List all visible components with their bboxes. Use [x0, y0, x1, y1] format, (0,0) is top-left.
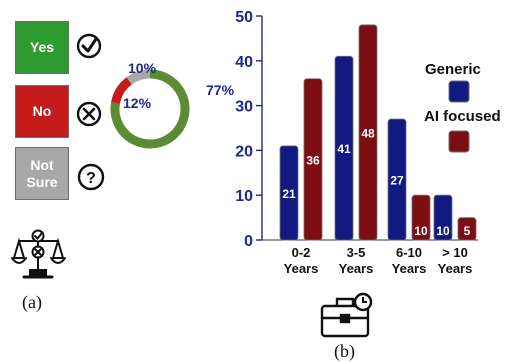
x-tick-label: > 10 — [442, 245, 468, 260]
x-tick-label: 3-5 — [347, 245, 366, 260]
y-tick-label: 40 — [235, 54, 253, 71]
legend-swatch-generic — [448, 80, 470, 103]
check-circle-icon — [76, 33, 102, 59]
x-circle-icon — [76, 101, 102, 127]
bar-generic-2 — [387, 118, 407, 241]
legend-swatch-ai-focused — [448, 130, 470, 153]
choice-box-not-sure: Not Sure — [15, 147, 69, 200]
bar-chart: 0102030405021360-2Years41483-5Years27106… — [235, 9, 478, 276]
bar-generic-0 — [279, 145, 299, 241]
bar-ai-focused-0 — [303, 78, 323, 241]
bar-value-label: 10 — [436, 224, 450, 238]
legend-label-ai-focused: AI focused — [424, 108, 501, 125]
x-tick-label: Years — [392, 261, 427, 276]
briefcase-clock-icon — [320, 292, 373, 338]
x-tick-label: Years — [284, 261, 319, 276]
bar-value-label: 10 — [414, 224, 428, 238]
x-tick-label: Years — [438, 261, 473, 276]
bar-ai-focused-3 — [457, 217, 477, 241]
bar-generic-3 — [433, 194, 453, 241]
y-tick-label: 50 — [235, 9, 253, 26]
x-tick-label: 6-10 — [396, 245, 422, 260]
panel-a-caption: (a) — [22, 292, 42, 312]
bar-generic-1 — [334, 55, 354, 241]
x-tick-label: Years — [339, 261, 374, 276]
panel-b-caption: (b) — [334, 341, 355, 361]
y-tick-label: 0 — [244, 233, 253, 250]
bar-value-label: 5 — [464, 224, 471, 238]
donut-label-yes: 77% — [206, 82, 235, 98]
bar-value-label: 36 — [306, 153, 320, 167]
donut-label-no: 12% — [123, 95, 152, 111]
bar-ai-focused-1 — [358, 24, 378, 241]
x-tick-label: 0-2 — [292, 245, 311, 260]
bar-value-label: 21 — [282, 187, 296, 201]
y-tick-label: 10 — [235, 188, 253, 205]
choice-box-yes: Yes — [15, 21, 69, 74]
bar-value-label: 48 — [361, 126, 375, 140]
y-tick-label: 30 — [235, 99, 253, 116]
svg-text:?: ? — [86, 170, 96, 187]
donut-slice-not-sure — [126, 69, 151, 85]
donut-slice-no — [111, 77, 133, 104]
y-tick-label: 20 — [235, 143, 253, 160]
question-circle-icon: ? — [77, 163, 105, 191]
legend-label-generic: Generic — [425, 61, 481, 78]
bar-ai-focused-2 — [411, 194, 431, 241]
donut-label-not-sure: 10% — [128, 60, 157, 76]
bar-value-label: 27 — [390, 174, 404, 188]
donut-chart — [110, 69, 190, 149]
bar-value-label: 41 — [337, 142, 351, 156]
donut-slice-yes — [110, 69, 190, 149]
choice-box-no: No — [15, 85, 69, 138]
scales-icon — [11, 229, 66, 279]
